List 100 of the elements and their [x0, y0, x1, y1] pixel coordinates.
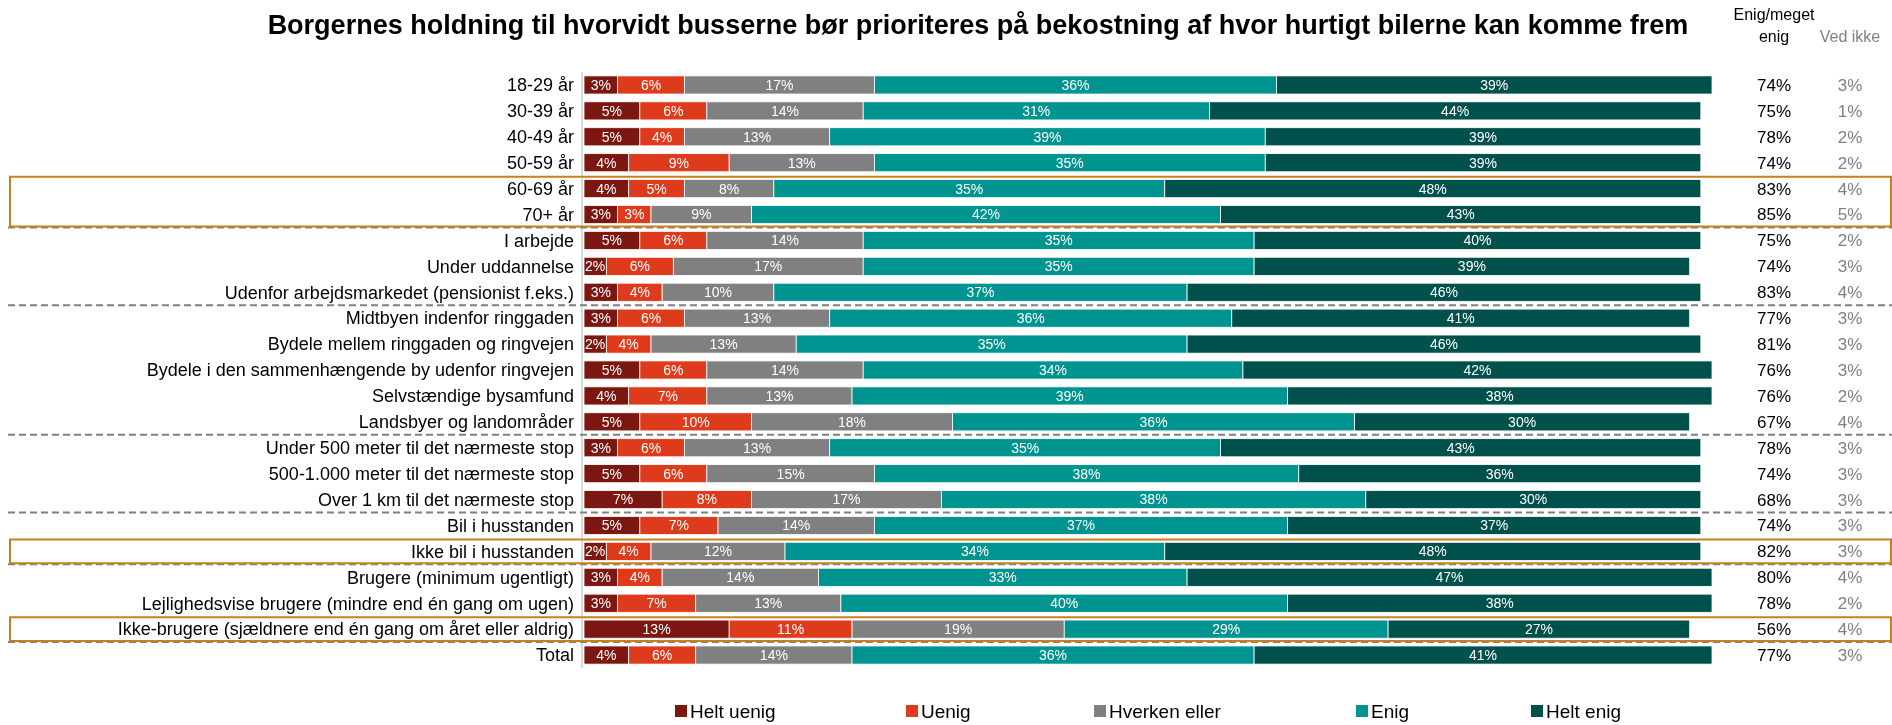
data-label: 38%: [1485, 387, 1514, 404]
chart-title: Borgernes holdning til hvorvidt busserne bør prioriteres på bekostning af hvor hurtigt bilerne kan komme frem: [267, 10, 1689, 40]
data-label: 48%: [1418, 543, 1447, 560]
data-label: 7%: [612, 491, 634, 508]
legend-label: Uenig: [921, 700, 971, 722]
data-label: 4%: [652, 128, 673, 145]
legend-label: Enig: [1371, 700, 1410, 722]
legend-label: Helt uenig: [690, 700, 776, 722]
data-label: 14%: [771, 361, 800, 378]
data-label: 6%: [629, 258, 650, 275]
data-label: 5%: [601, 128, 623, 145]
data-label: 6%: [652, 646, 673, 663]
text: 56%: [1756, 620, 1792, 640]
data-label: 35%: [977, 335, 1006, 352]
data-label: 9%: [668, 154, 690, 171]
y-tick-label: Total: [535, 645, 574, 666]
text: 4%: [1837, 568, 1863, 588]
data-label: 3%: [590, 310, 611, 327]
y-tick-label: Udenfor arbejdsmarkedet (pensionist f.eks.): [224, 282, 574, 303]
data-label: 7%: [657, 387, 678, 404]
text: 3%: [1837, 335, 1863, 355]
data-label: 5%: [646, 180, 667, 197]
data-label: 13%: [787, 154, 816, 171]
y-tick-label: 60-69 år: [506, 178, 574, 199]
data-label: 11%: [777, 621, 805, 638]
data-label: 5%: [601, 232, 623, 249]
y-tick-label: 50-59 år: [506, 153, 574, 173]
text: 3%: [1837, 75, 1863, 95]
data-label: 46%: [1429, 284, 1458, 301]
data-label: 6%: [640, 76, 662, 93]
data-label: 42%: [1463, 361, 1492, 378]
data-label: 7%: [668, 517, 690, 534]
text: 3%: [1837, 516, 1863, 536]
data-label: 17%: [765, 76, 794, 93]
text: Ved ikke: [1819, 28, 1881, 45]
series-label: Helt enig: [1546, 700, 1621, 722]
y-tick-label: Lejlighedsvise brugere (mindre end én gang om ugen): [141, 593, 574, 614]
text: 75%: [1756, 101, 1792, 121]
data-label: 46%: [1429, 335, 1458, 352]
data-label: 5%: [601, 361, 623, 378]
data-label: 36%: [1061, 76, 1090, 93]
data-label: 4%: [596, 154, 617, 171]
text: 67%: [1756, 412, 1792, 432]
y-tick-label: I arbejde: [503, 230, 574, 251]
data-label: 12%: [704, 543, 733, 560]
data-label: 2%: [585, 335, 606, 352]
data-label: 44%: [1441, 102, 1470, 119]
data-label: 10%: [704, 284, 733, 301]
data-label: 36%: [1016, 310, 1045, 327]
text: 78%: [1756, 594, 1792, 614]
data-label: 14%: [771, 102, 800, 119]
text: 4%: [1837, 283, 1863, 303]
data-label: 36%: [1485, 465, 1514, 482]
data-label: 38%: [1072, 465, 1101, 482]
data-label: 14%: [726, 569, 755, 586]
text: 78%: [1756, 438, 1792, 458]
data-label: 35%: [1055, 154, 1084, 171]
y-tick-label: Bydele mellem ringgaden og ringvejen: [267, 334, 574, 355]
data-label: 41%: [1446, 310, 1475, 327]
data-label: 39%: [1469, 154, 1498, 171]
data-label: 34%: [960, 543, 989, 560]
text: 76%: [1756, 386, 1792, 406]
y-tick-label: 40-49 år: [506, 127, 574, 148]
data-label: 47%: [1435, 569, 1464, 586]
data-label: 35%: [1044, 232, 1073, 249]
text: 5%: [1837, 205, 1863, 225]
data-label: 4%: [618, 543, 639, 560]
text: 2%: [1837, 127, 1863, 147]
data-label: 3%: [590, 439, 611, 456]
text: 80%: [1756, 568, 1792, 588]
data-label: 5%: [601, 465, 623, 482]
data-label: 30%: [1508, 413, 1537, 430]
text: 77%: [1756, 645, 1792, 665]
text: 74%: [1756, 464, 1792, 484]
data-label: 4%: [596, 646, 617, 663]
data-label: 6%: [663, 361, 684, 378]
data-label: 4%: [596, 180, 617, 197]
data-label: 13%: [709, 335, 738, 352]
y-tick-label: 500-1.000 meter til det nærmeste stop: [268, 463, 574, 484]
data-label: 4%: [629, 569, 650, 586]
data-label: 3%: [590, 569, 611, 586]
y-tick-label: 70+ år: [522, 204, 574, 225]
text: 82%: [1756, 542, 1792, 562]
text: 4%: [1837, 179, 1863, 199]
data-label: 9%: [691, 206, 712, 223]
data-label: 4%: [629, 284, 650, 301]
text: 1%: [1837, 101, 1863, 121]
y-tick-label: 30-39 år: [506, 101, 574, 122]
text: 78%: [1756, 127, 1792, 147]
data-label: 8%: [719, 180, 740, 197]
data-label: 4%: [596, 387, 617, 404]
data-label: 13%: [743, 310, 772, 327]
y-tick-label: Midtbyen indenfor ringgaden: [345, 308, 574, 329]
data-label: 13%: [642, 621, 671, 638]
data-label: 6%: [663, 465, 684, 482]
data-label: 39%: [1480, 76, 1509, 93]
data-label: 5%: [601, 102, 623, 119]
data-label: 27%: [1524, 621, 1553, 638]
data-label: 36%: [1039, 646, 1068, 663]
text: 74%: [1756, 516, 1792, 536]
